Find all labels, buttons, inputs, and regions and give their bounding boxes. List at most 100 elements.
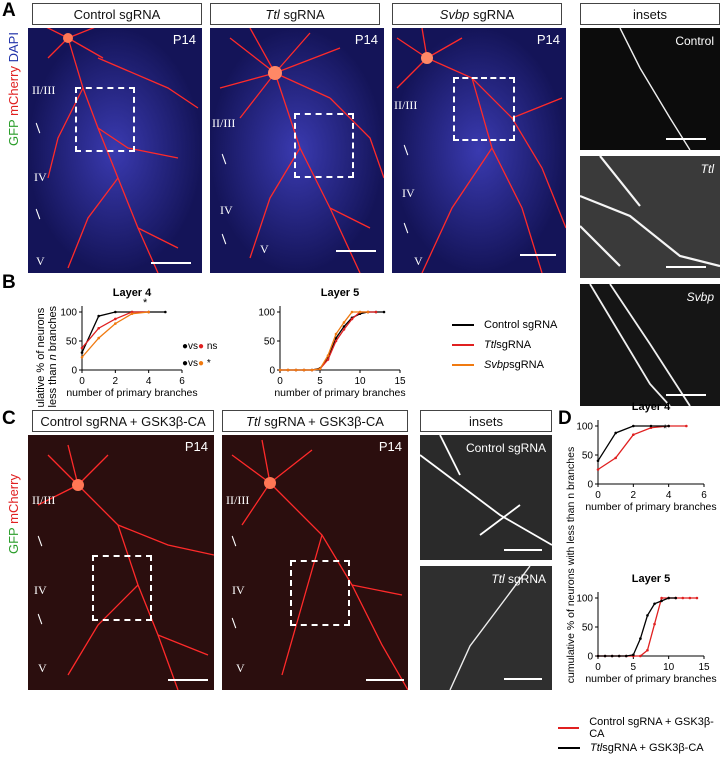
x-tick-label: 10 [354,376,366,387]
x-tick-label: 10 [663,662,675,673]
data-point [695,596,699,600]
data-point [649,424,653,428]
layer-iv: IV [232,583,245,597]
data-point [674,596,678,600]
data-point [382,310,386,314]
panel-b-charts: cumulative % of neurons with less than n… [35,287,406,408]
header-control-sgrna: Control sgRNA [32,3,202,25]
b-vs-1: ●vs● ns [182,341,217,352]
header-c-ttl: Ttl sgRNA + GSK3β-CA [222,410,408,432]
data-point [164,310,167,314]
inset-box [294,113,354,178]
panel-label-b: B [2,272,16,293]
data-point [667,596,670,600]
layer-v: V [36,254,45,268]
legend-d: Control sgRNA + GSK3β-CA Ttl sgRNA + GSK… [558,716,724,758]
chart-title: Layer 4 [113,287,152,299]
micrograph-control: P14 II/III / IV / V [28,28,202,273]
legend-d-1-italic: Ttl [590,742,603,754]
y-tick-label: 0 [269,366,275,377]
b-ns: ns [207,341,218,352]
inset-label-ttl: Ttl [700,162,714,176]
x-tick-label: 15 [698,662,710,673]
legend-b-2: sgRNA [509,359,544,371]
micrograph-c-control: P14 II/III / IV / V [28,435,214,690]
data-point [632,433,635,436]
header-insets: insets [580,3,720,25]
inset-label-svbp: Svbp [686,290,714,304]
data-point [326,358,330,361]
series-line [597,425,687,471]
inset-label-c-ttl: Ttl sgRNA [491,572,546,586]
data-point [624,654,628,658]
y-tick-label: 100 [60,308,77,319]
layer-iv: IV [220,203,233,217]
y-tick-label: 50 [264,337,276,348]
legend-d-1: sgRNA + GSK3β-CA [602,742,704,754]
series-line [598,597,697,657]
y-tick-label: 0 [71,366,77,377]
age-label: P14 [378,439,402,454]
x-tick-label: 15 [394,376,406,387]
layer-v: V [260,242,269,256]
y-tick-label: 0 [587,480,593,491]
series-line [280,311,384,371]
micrograph-svbp: P14 II/III / IV / V [392,28,566,273]
inset-box [453,77,515,141]
data-point [617,654,621,658]
y-tick-label: 50 [582,623,594,634]
x-tick-label: 6 [179,376,185,387]
legend-b-2-italic: Svbp [484,359,510,371]
layer-v: V [38,661,47,675]
data-point [646,648,649,652]
age-label: P14 [184,439,208,454]
legend-item: Control sgRNA + GSK3β-CA [558,716,724,740]
x-axis-label: number of primary branches [585,673,716,685]
layer-ii-iii: II/III [212,116,236,130]
b-star: * [143,297,148,309]
x-tick-label: 2 [631,490,637,501]
channel-label-a: GFP mCherry DAPI [6,32,21,146]
scale-bar [366,679,404,681]
data-point [310,368,314,372]
b-ylabel-n: n [47,354,59,360]
data-point [80,351,84,354]
data-point [114,322,117,325]
data-point [632,653,635,657]
scale-bar [151,262,191,264]
data-point [639,637,642,640]
inset-c-control: Control sgRNA [420,435,552,560]
data-point [350,310,354,314]
data-point [80,355,84,359]
inset-box [75,87,135,152]
micrograph-ttl: P14 II/III / IV / V [210,28,384,273]
layer-ii-iii: II/III [32,83,56,97]
x-tick-label: 0 [79,376,85,387]
data-point [97,314,100,318]
header-ttl-rest: sgRNA [279,7,325,22]
b-vs-2: ●vs● * [182,358,211,369]
header-svbp-italic: Svbp [439,7,470,22]
b-ylabel-1: cumulative % of neurons [35,307,47,408]
scale-bar [666,266,706,268]
scale-bar [504,549,542,551]
header-svbp-rest: sgRNA [469,7,515,22]
data-point [318,367,322,371]
data-point [334,339,338,343]
y-tick-label: 50 [66,337,78,348]
b-vs-text: vs [188,358,198,369]
data-point [342,321,346,324]
label-gfp: GFP [6,527,21,555]
y-tick-label: 100 [576,594,593,605]
data-point [334,332,338,336]
data-point [294,368,298,372]
inset-control: Control [580,28,720,150]
chart-title: Layer 5 [321,287,360,299]
scale-bar [168,679,208,681]
series-line [598,597,676,657]
data-point [685,424,688,428]
legend-item: Ttl sgRNA + GSK3β-CA [558,738,724,758]
data-point [610,654,614,658]
data-point [596,459,600,463]
